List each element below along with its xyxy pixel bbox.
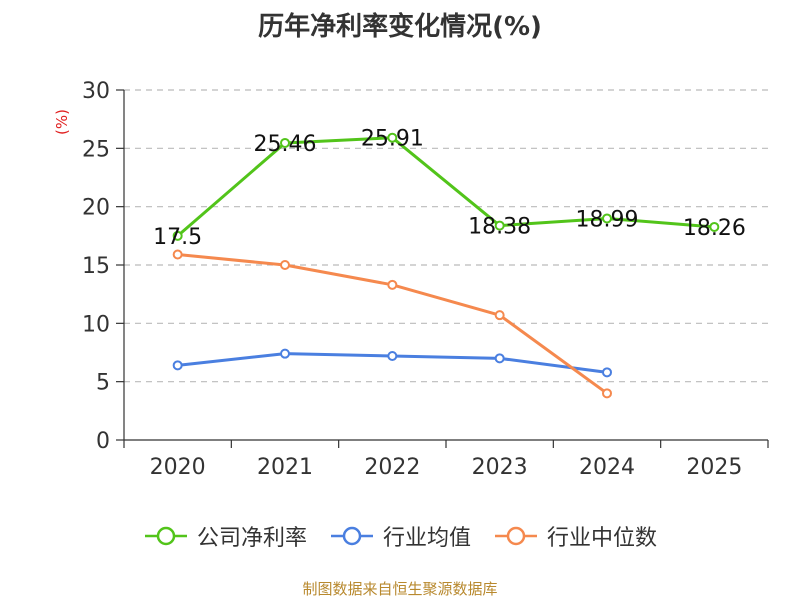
x-tick-label-2021: 2021 xyxy=(257,455,313,480)
grid-lines xyxy=(124,89,768,383)
x-tick-label-2023: 2023 xyxy=(472,455,528,480)
data-point-s0-2022 xyxy=(387,132,398,143)
data-point-s1-2020 xyxy=(172,360,183,371)
x-tick-label-2025: 2025 xyxy=(686,455,742,480)
legend-marker-icon-company xyxy=(144,526,187,546)
legend-item-industry-mean[interactable]: 行业均值 xyxy=(329,520,471,552)
data-point-s1-2024 xyxy=(602,367,612,378)
data-label-s0-2022: 25.91 xyxy=(361,127,424,152)
legend-label-company: 公司净利率 xyxy=(196,526,307,551)
chart-title: 历年净利率变化情况(%) xyxy=(258,12,542,42)
legend: 公司净利率 行业均值 行业中位数 xyxy=(0,520,800,552)
data-labels: 17.5 25.46 25.91 18.38 18.99 18.26 xyxy=(153,127,746,250)
y-tick-label-5: 5 xyxy=(96,371,110,396)
y-tick-label-0: 0 xyxy=(96,429,110,454)
x-tick-label-2020: 2020 xyxy=(150,455,206,480)
y-tick-label-10: 10 xyxy=(82,312,110,337)
legend-label-industry-median: 行业中位数 xyxy=(547,526,658,551)
legend-item-company[interactable]: 公司净利率 xyxy=(143,520,307,552)
legend-label-industry-mean: 行业均值 xyxy=(382,526,471,551)
data-label-s0-2021: 25.46 xyxy=(254,132,317,157)
data-point-s2-2024 xyxy=(602,388,612,399)
y-tick-label-25: 25 xyxy=(82,137,110,162)
data-point-s1-2023 xyxy=(494,353,505,364)
data-point-s2-2023 xyxy=(494,310,505,321)
data-point-s2-2022 xyxy=(387,279,398,290)
x-tick-label-2024: 2024 xyxy=(579,455,635,480)
data-point-s0-2025 xyxy=(709,221,720,232)
series-line-0 xyxy=(176,136,715,237)
y-tick-label-15: 15 xyxy=(82,254,110,279)
y-tick-label-20: 20 xyxy=(82,196,110,221)
y-tick-label-30: 30 xyxy=(82,79,110,104)
data-point-s1-2021 xyxy=(280,348,290,359)
data-source-note: 制图数据来自恒生聚源数据库 xyxy=(302,580,498,598)
data-label-s0-2023: 18.38 xyxy=(468,215,531,240)
data-point-s1-2022 xyxy=(387,351,398,361)
data-point-s2-2020 xyxy=(172,249,183,260)
data-label-s0-2025: 18.26 xyxy=(683,216,746,241)
data-point-s0-2024 xyxy=(602,213,612,224)
x-tick-label-2022: 2022 xyxy=(364,455,420,480)
data-point-s2-2021 xyxy=(280,260,290,270)
data-point-s0-2020 xyxy=(172,230,183,241)
data-point-s0-2021 xyxy=(280,137,290,148)
data-point-s0-2023 xyxy=(494,220,505,231)
legend-item-industry-median[interactable]: 行业中位数 xyxy=(493,520,657,552)
legend-marker-icon-industry-mean xyxy=(330,526,373,546)
data-label-s0-2024: 18.99 xyxy=(576,207,639,232)
legend-marker-icon-industry-median xyxy=(495,526,537,546)
series-lines xyxy=(172,132,720,399)
data-label-s0-2020: 17.5 xyxy=(153,225,202,250)
